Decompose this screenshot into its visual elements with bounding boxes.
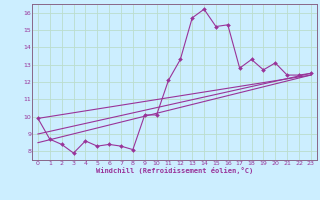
- X-axis label: Windchill (Refroidissement éolien,°C): Windchill (Refroidissement éolien,°C): [96, 167, 253, 174]
